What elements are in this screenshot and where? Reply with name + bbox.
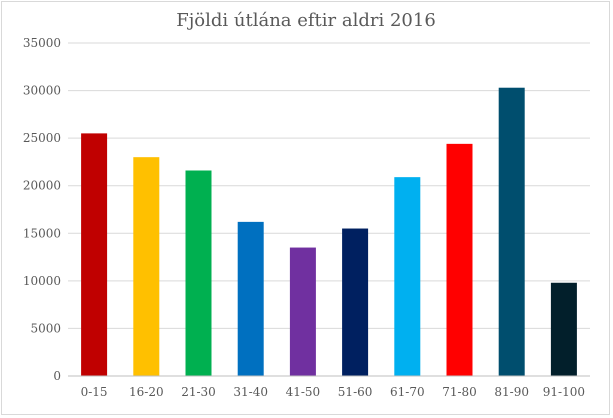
x-tick-label: 81-90 [494,385,529,399]
bar-61-70 [394,177,421,376]
x-tick-label: 61-70 [390,385,425,399]
y-axis-tick-labels: 0 5000 10000 15000 20000 25000 30000 35000 [23,36,61,383]
bar-51-60 [342,228,369,376]
x-tick-label: 16-20 [129,385,164,399]
chart-title: Fjöldi útlána eftir aldri 2016 [176,10,436,31]
x-tick-label: 31-40 [233,385,268,399]
bar-21-30 [185,170,212,376]
x-axis-tick-labels: 0-15 16-20 21-30 31-40 41-50 51-60 61-70 71-80 8… [81,385,585,399]
bar-81-90 [498,87,525,377]
x-tick-label: 51-60 [338,385,373,399]
bar-16-20 [133,157,160,376]
y-tick-label: 10000 [23,274,61,288]
y-tick-label: 20000 [23,179,61,193]
y-tick-label: 30000 [23,84,61,98]
bar-71-80 [446,143,473,376]
x-tick-label: 71-80 [442,385,477,399]
x-tick-label: 0-15 [81,385,108,399]
bar-91-100 [550,282,577,376]
bars [81,87,577,377]
x-tick-label: 91-100 [543,385,585,399]
y-tick-label: 5000 [30,321,61,335]
x-tick-label: 21-30 [181,385,216,399]
y-tick-label: 25000 [23,131,61,145]
y-tick-label: 0 [53,369,61,383]
bar-41-50 [289,247,316,376]
bar-31-40 [237,221,264,376]
bar-0-15 [81,133,108,376]
x-tick-label: 41-50 [286,385,321,399]
y-tick-label: 15000 [23,226,61,240]
y-tick-label: 35000 [23,36,61,50]
